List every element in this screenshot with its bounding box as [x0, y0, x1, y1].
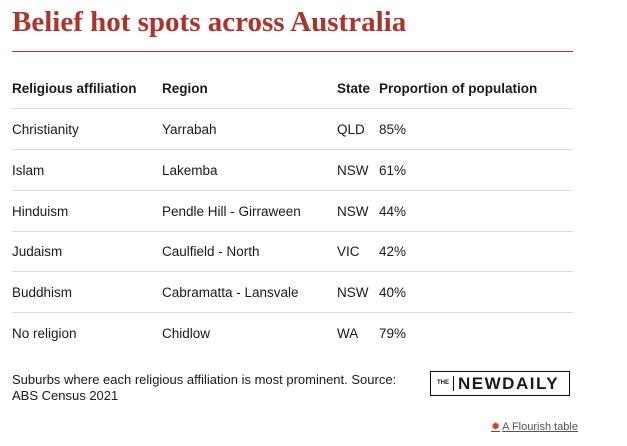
table-cell: Islam — [12, 162, 45, 178]
logo-prefix: THE — [437, 376, 454, 391]
row-separator — [12, 271, 573, 273]
table-cell: NSW — [337, 162, 369, 178]
table-cell: VIC — [337, 244, 360, 260]
logo-name: NEWDAILY — [458, 373, 560, 393]
column-header: Region — [162, 81, 208, 96]
table-cell: 44% — [379, 203, 407, 219]
table-cell: 85% — [379, 122, 407, 137]
table-cell: Cabramatta - Lansvale — [162, 285, 299, 301]
table-cell: Caulfield - North — [162, 244, 260, 260]
column-header: State — [337, 81, 371, 96]
logo: THE NEWDAILY — [430, 371, 570, 396]
row-separator — [12, 189, 573, 191]
table-cell: Yarrabah — [162, 122, 217, 137]
table-cell: Christianity — [12, 122, 79, 137]
table-cell: QLD — [337, 122, 365, 137]
table-cell: NSW — [337, 285, 369, 301]
credit-text[interactable]: A Flourish table — [502, 421, 578, 433]
table-cell: No religion — [12, 326, 77, 341]
title: Belief hot spots across Australia — [12, 6, 407, 38]
row-separator — [12, 149, 573, 150]
table-cell: Hinduism — [12, 203, 69, 219]
table-cell: Chidlow — [162, 326, 211, 341]
table-cell: 79% — [379, 326, 407, 341]
table-cell: Buddhism — [12, 285, 73, 301]
table-cell: 40% — [379, 285, 407, 301]
table-cell: NSW — [337, 203, 369, 219]
credit[interactable]: ✹ A Flourish table — [491, 420, 578, 433]
row-separator — [12, 312, 573, 314]
table-cell: Lakemba — [162, 162, 218, 178]
table-cell: 61% — [379, 162, 407, 178]
table-cell: Judaism — [12, 244, 63, 260]
title-rule — [12, 51, 573, 52]
header-separator — [12, 108, 573, 109]
column-header: Religious affiliation — [12, 81, 137, 96]
footnote: Suburbs where each religious affiliation… — [12, 372, 397, 403]
credit-icon: ✹ — [490, 421, 501, 433]
column-header: Proportion of population — [379, 81, 538, 96]
table-cell: Pendle Hill - Girraween — [162, 203, 301, 219]
table-cell: 42% — [379, 244, 407, 260]
table-cell: WA — [337, 326, 359, 341]
row-separator — [12, 230, 573, 232]
